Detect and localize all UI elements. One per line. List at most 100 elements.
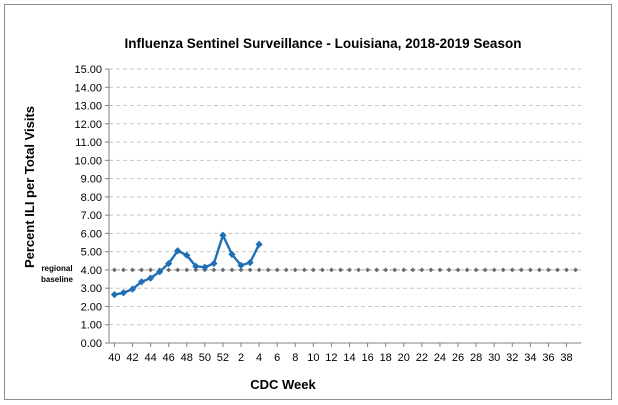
baseline-marker: [500, 267, 506, 273]
x-tick-label: 16: [361, 352, 373, 364]
y-tick-label: 15.00: [74, 64, 102, 76]
x-tick-label: 10: [307, 352, 319, 364]
ili-data-point: [174, 247, 182, 255]
x-tick-label: 20: [398, 352, 410, 364]
ili-data-point: [137, 278, 146, 286]
y-tick-label: 7.00: [81, 210, 102, 222]
baseline-marker: [292, 267, 298, 273]
x-tick-label: 6: [274, 352, 280, 364]
ili-data-point: [237, 261, 245, 269]
baseline-marker: [455, 267, 461, 273]
ili-data-point: [128, 285, 137, 293]
ili-data-point: [219, 231, 227, 239]
baseline-marker: [121, 267, 126, 273]
baseline-label-line2: baseline: [41, 275, 74, 284]
baseline-marker: [319, 267, 325, 273]
x-tick-label: 28: [470, 352, 482, 364]
baseline-marker: [329, 267, 334, 273]
baseline-marker: [301, 267, 307, 273]
baseline-marker: [211, 267, 217, 273]
x-tick-label: 32: [506, 352, 518, 364]
baseline-marker: [464, 267, 470, 273]
y-tick-label: 4.00: [81, 265, 102, 277]
x-tick-label: 46: [163, 352, 175, 364]
x-tick-label: 36: [542, 352, 554, 364]
baseline-marker: [564, 267, 569, 273]
y-tick-label: 12.00: [74, 119, 102, 131]
x-tick-label: 12: [325, 352, 337, 364]
x-tick-label: 30: [488, 352, 500, 364]
y-tick-label: 5.00: [81, 247, 102, 259]
baseline-marker: [193, 267, 199, 273]
x-tick-label: 8: [292, 352, 298, 364]
baseline-marker: [347, 267, 352, 273]
baseline-marker: [527, 267, 533, 273]
x-tick-label: 22: [416, 352, 428, 364]
y-tick-label: 1.00: [81, 320, 102, 332]
baseline-marker: [537, 267, 542, 273]
axes: [105, 68, 581, 347]
y-tick-label: 13.00: [74, 101, 102, 113]
x-tick-label: 4: [256, 352, 262, 364]
x-axis-label: CDC Week: [250, 377, 316, 392]
x-tick-label: 38: [560, 352, 572, 364]
baseline-marker: [573, 267, 578, 273]
ili-data-point: [156, 268, 164, 276]
baseline-marker: [555, 267, 560, 273]
series-layer: [110, 231, 578, 299]
baseline-marker: [383, 267, 389, 273]
baseline-marker: [338, 267, 343, 273]
baseline-marker: [356, 267, 361, 273]
baseline-marker: [184, 267, 190, 273]
y-tick-label: 2.00: [81, 301, 102, 313]
baseline-marker: [482, 267, 488, 273]
baseline-marker: [148, 267, 153, 273]
y-tick-label: 8.00: [81, 192, 102, 204]
baseline-marker: [365, 267, 371, 273]
baseline-marker: [446, 267, 452, 273]
baseline-marker: [130, 267, 135, 273]
baseline-marker: [491, 267, 497, 273]
ili-data-point: [183, 251, 191, 259]
ili-series-line: [114, 234, 261, 296]
y-tick-label: 6.00: [81, 228, 102, 240]
baseline-marker: [437, 267, 443, 273]
y-tick-label: 9.00: [81, 174, 102, 186]
y-tick-label: 11.00: [75, 137, 102, 149]
baseline-marker: [139, 267, 144, 273]
baseline-marker: [419, 267, 425, 273]
baseline-marker: [509, 267, 515, 273]
y-tick-label: 0.00: [81, 338, 102, 350]
baseline-marker: [175, 267, 181, 273]
baseline-marker: [220, 267, 226, 273]
chart-frame: [4, 4, 612, 400]
y-axis-label: Percent ILI per Total Visits: [22, 106, 37, 268]
x-tick-label: 26: [452, 352, 464, 364]
baseline-marker: [428, 267, 434, 273]
baseline-marker: [112, 267, 117, 273]
ili-data-point: [192, 262, 200, 270]
x-tick-label: 40: [108, 352, 120, 364]
y-tick-label: 10.00: [74, 155, 102, 167]
baseline-marker: [238, 267, 244, 273]
x-tick-label: 52: [217, 352, 229, 364]
gridlines: [109, 68, 581, 326]
x-tick-label: 2: [238, 352, 244, 364]
ili-data-point: [228, 250, 236, 259]
y-tick-label: 3.00: [81, 283, 102, 295]
baseline-marker: [473, 267, 479, 273]
x-tick-label: 42: [126, 352, 138, 364]
baseline-marker: [401, 267, 407, 273]
x-tick-label: 24: [434, 352, 446, 364]
baseline-marker: [247, 267, 253, 273]
baseline-marker: [392, 267, 398, 273]
ili-data-point: [146, 274, 155, 282]
baseline-marker: [283, 267, 289, 273]
baseline-marker: [166, 267, 172, 273]
x-tick-label: 34: [524, 352, 536, 364]
baseline-marker: [374, 267, 380, 273]
baseline-marker: [310, 267, 316, 273]
x-tick-label: 44: [144, 352, 156, 364]
baseline-marker: [274, 267, 280, 273]
ili-data-point: [201, 263, 209, 271]
